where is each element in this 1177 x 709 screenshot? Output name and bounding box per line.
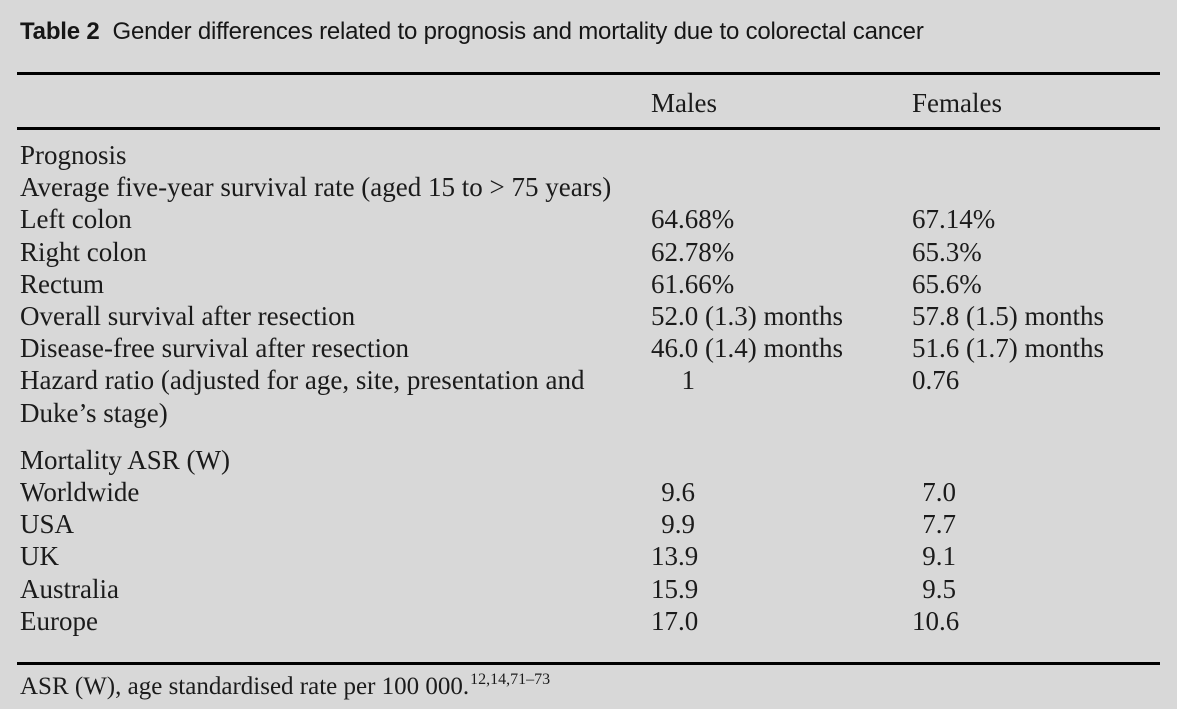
cell-males	[651, 171, 912, 172]
cell-females: 67.14%	[912, 204, 996, 235]
cell-males: 13.9	[651, 540, 912, 572]
table-title: Table 2 Gender differences related to pro…	[20, 18, 924, 46]
footnote: ASR (W), age standardised rate per 100 0…	[20, 671, 551, 701]
rule-header	[17, 127, 1160, 130]
cell-females: 0.76	[912, 364, 1160, 396]
numeric-value: 9.9	[661, 509, 695, 540]
table-caption: Gender differences related to prognosis …	[112, 18, 924, 45]
numeric-value: 9.1	[922, 541, 956, 572]
cell-females	[912, 444, 1160, 445]
table-row: Disease-free survival after resection 46.…	[20, 332, 1160, 364]
cell-males: 52.0 (1.3) months	[651, 301, 843, 332]
column-header-females: Females	[912, 88, 1002, 118]
table-body: Prognosis Average five-year survival rate…	[20, 139, 1160, 637]
cell-females: 65.3%	[912, 236, 982, 267]
cell-males: 64.68%	[651, 204, 735, 235]
table-row: USA 9.9 7.7	[20, 508, 1160, 540]
numeric-value: 17.0	[651, 605, 699, 636]
rule-bottom	[17, 662, 1160, 665]
numeric-value: 10.6	[912, 605, 960, 636]
numeric-value: 7.0	[922, 477, 956, 508]
table-section-mortality: Mortality ASR (W) Worldwide 9.6 7.0 USA 9.9 7.…	[20, 444, 1160, 637]
cell-males: 9.6	[651, 476, 912, 508]
table-row: Prognosis	[20, 139, 1160, 171]
footnote-references: 12,14,71–73	[470, 671, 551, 688]
table-row: Worldwide 9.6 7.0	[20, 476, 1160, 508]
table-number: Table 2	[20, 18, 100, 45]
cell-females: 9.5	[912, 573, 1160, 605]
cell-females: 65.6%	[912, 268, 982, 299]
cell-males: 17.0	[651, 605, 912, 637]
row-label: Overall survival after resection	[20, 301, 356, 332]
row-label: USA	[20, 509, 75, 540]
row-label: Worldwide	[20, 477, 140, 508]
rule-top	[17, 72, 1160, 75]
table-row: Australia 15.9 9.5	[20, 573, 1160, 605]
cell-males: 1	[651, 364, 912, 396]
cell-females	[912, 171, 1160, 172]
row-label: Europe	[20, 605, 98, 636]
table-row: Hazard ratio (adjusted for age, site, pr…	[20, 364, 1160, 428]
numeric-value: 15.9	[651, 573, 699, 604]
table-section-prognosis: Prognosis Average five-year survival rate…	[20, 139, 1160, 429]
cell-males	[651, 444, 912, 445]
row-label: Disease-free survival after resection	[20, 333, 410, 364]
row-label: Average five-year survival rate (aged 15…	[20, 172, 612, 203]
table-row: Rectum 61.66% 65.6%	[20, 268, 1160, 300]
row-label: Rectum	[20, 268, 104, 299]
cell-females: 10.6	[912, 605, 1160, 637]
numeric-value: 9.6	[661, 477, 695, 508]
cell-males: 9.9	[651, 508, 912, 540]
numeric-value: 13.9	[651, 541, 699, 572]
table-row: Left colon 64.68% 67.14%	[20, 203, 1160, 235]
row-label: Left colon	[20, 204, 132, 235]
cell-females: 51.6 (1.7) months	[912, 333, 1104, 364]
row-label: Mortality ASR (W)	[20, 444, 230, 475]
cell-females	[912, 139, 1160, 140]
table-row: Right colon 62.78% 65.3%	[20, 236, 1160, 268]
row-label: Hazard ratio (adjusted for age, site, pr…	[20, 365, 585, 428]
cell-females: 9.1	[912, 540, 1160, 572]
cell-males: 61.66%	[651, 268, 735, 299]
numeric-value: 7.7	[922, 509, 956, 540]
cell-males: 15.9	[651, 573, 912, 605]
row-label: Australia	[20, 573, 119, 604]
cell-females: 7.0	[912, 476, 1160, 508]
numeric-value: 1	[681, 365, 696, 396]
footnote-text: ASR (W), age standardised rate per 100 0…	[20, 673, 470, 700]
cell-males: 62.78%	[651, 236, 735, 267]
column-header-males: Males	[651, 88, 717, 118]
cell-males: 46.0 (1.4) months	[651, 333, 843, 364]
cell-females: 7.7	[912, 508, 1160, 540]
numeric-value: 9.5	[922, 573, 956, 604]
numeric-value: 0.76	[912, 365, 960, 396]
row-label: Right colon	[20, 236, 147, 267]
row-label: UK	[20, 541, 59, 572]
cell-males	[651, 139, 912, 140]
table-row: Overall survival after resection 52.0 (1.…	[20, 300, 1160, 332]
table-row: Mortality ASR (W)	[20, 444, 1160, 476]
table-row: Europe 17.0 10.6	[20, 605, 1160, 637]
table-row: Average five-year survival rate (aged 15…	[20, 171, 1160, 203]
cell-females: 57.8 (1.5) months	[912, 301, 1104, 332]
row-label: Prognosis	[20, 140, 127, 170]
table-row: UK 13.9 9.1	[20, 540, 1160, 572]
